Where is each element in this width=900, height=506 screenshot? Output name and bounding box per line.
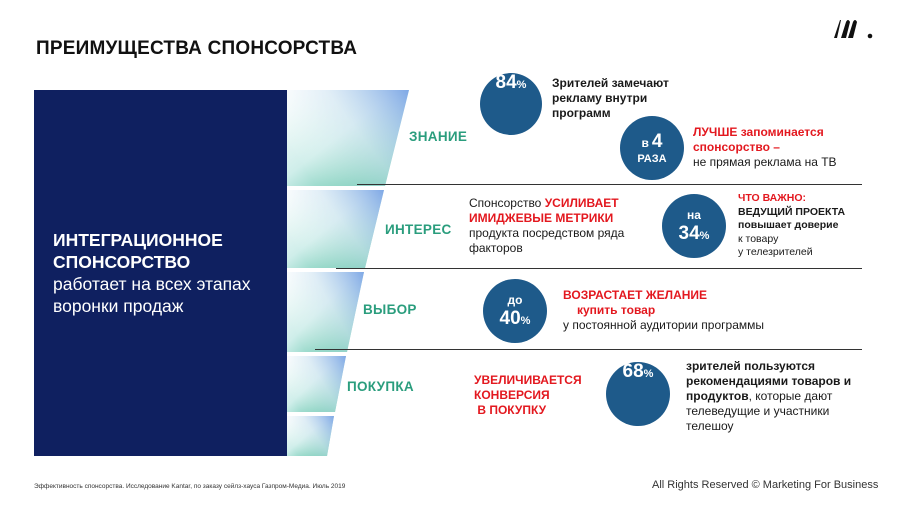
block1-red-line2: спонсорство – [693, 140, 780, 154]
stat-unit: % [516, 79, 527, 91]
footer-source: Эффективность спонсорства. Исследование … [34, 483, 346, 490]
footer-copyright: All Rights Reserved © Marketing For Busi… [652, 479, 879, 491]
block1-text-line2: рекламу внутри [552, 91, 648, 105]
block2-important-line3: к товару [738, 232, 779, 245]
block4-red-text: УВЕЛИЧИВАЕТСЯ КОНВЕРСИЯ В ПОКУПКУ [474, 373, 582, 418]
block1-red-line1: ЛУЧШЕ запоминается [693, 125, 824, 139]
stat-unit: % [699, 230, 710, 242]
block2-important-line1: ВЕДУЩИЙ ПРОЕКТА [738, 205, 846, 218]
stat-value: 34 [678, 223, 700, 244]
block2-important-text: ЧТО ВАЖНО: ВЕДУЩИЙ ПРОЕКТА повышает дове… [738, 192, 845, 260]
block3-red1: ВОЗРАСТАЕТ ЖЕЛАНИЕ [563, 288, 708, 302]
block2-normal2: факторов [469, 241, 523, 255]
block2-red2: ИМИДЖЕВЫЕ МЕТРИКИ [469, 211, 614, 225]
block2-text: Спонсорство УСИЛИВАЕТ ИМИДЖЕВЫЕ МЕТРИКИ … [469, 196, 624, 256]
stage-label-choice: ВЫБОР [363, 302, 417, 317]
block2-normal1: продукта посредством ряда [469, 226, 625, 240]
block1-memory-text: ЛУЧШЕ запоминается спонсорство – не прям… [693, 125, 837, 170]
left-panel [34, 90, 287, 456]
block1-normal-line: не прямая реклама на ТВ [693, 155, 837, 169]
block1-text-line3: программ [552, 106, 611, 120]
divider-1 [357, 184, 862, 185]
stat-circle-40: до 40% [483, 279, 547, 343]
stage-label-interest: ИНТЕРЕС [385, 222, 452, 237]
funnel-graphic [287, 90, 409, 456]
block1-text-line1: Зрителей замечают [552, 76, 669, 90]
page-title: ПРЕИМУЩЕСТВА СПОНСОРСТВА [36, 38, 358, 59]
block2-red1: УСИЛИВАЕТ [544, 196, 619, 210]
stat-prefix: до [507, 293, 523, 307]
stat-suffix: РАЗА [637, 152, 667, 165]
stat-unit: % [520, 315, 531, 327]
stat-circle-4x: в 4 РАЗА [620, 116, 684, 180]
left-panel-line2: СПОНСОРСТВО [53, 252, 191, 272]
block3-text: ВОЗРАСТАЕТ ЖЕЛАНИЕ купить товар у постоя… [563, 288, 764, 333]
stage-label-awareness: ЗНАНИЕ [409, 129, 468, 144]
brand-logo [834, 20, 873, 39]
divider-3 [315, 349, 862, 350]
stat-value: 4 [651, 130, 663, 152]
block2-important-line2: повышает доверие [738, 219, 839, 231]
stat-circle-68: 68% [606, 362, 670, 426]
block4-line3: продуктов [686, 389, 749, 403]
block4-red1: УВЕЛИЧИВАЕТСЯ [474, 373, 582, 387]
stat-prefix: в [641, 135, 649, 150]
stat-circle-34: на 34% [662, 194, 726, 258]
stat-circle-84: 84% [480, 73, 542, 135]
block2-important-line4: у телезрителей [738, 246, 813, 258]
divider-2 [336, 268, 862, 269]
block4-text: зрителей пользуются рекомендациями товар… [686, 359, 851, 434]
stat-prefix: на [687, 208, 701, 222]
block3-normal: у постоянной аудитории программы [563, 318, 764, 332]
stat-value: 40 [499, 308, 521, 329]
block4-line5: телешоу [686, 419, 734, 433]
block4-red2: КОНВЕРСИЯ [474, 388, 550, 402]
left-panel-line3: работает на всех этапах [53, 274, 251, 294]
block4-line3b: , которые дают [748, 389, 833, 403]
left-panel-line1: ИНТЕГРАЦИОННОЕ [53, 230, 223, 250]
block4-red3: В ПОКУПКУ [474, 403, 547, 417]
stat-value: 68 [622, 361, 644, 382]
stage-label-purchase: ПОКУПКА [347, 379, 414, 394]
stat-unit: % [643, 368, 654, 380]
block4-line1: зрителей пользуются [686, 359, 816, 373]
left-panel-text: ИНТЕГРАЦИОННОЕ СПОНСОРСТВО работает на в… [53, 229, 283, 317]
block3-red2: купить товар [577, 303, 656, 317]
block2-prefix: Спонсорство [469, 196, 545, 210]
block4-line4: телеведущие и участники [686, 404, 830, 418]
stat-value: 84 [495, 72, 517, 93]
block2-important-label: ЧТО ВАЖНО: [738, 192, 806, 204]
block4-line2: рекомендациями товаров и [686, 374, 852, 388]
left-panel-line4: воронки продаж [53, 296, 184, 316]
block1-text: Зрителей замечают рекламу внутри програм… [552, 76, 669, 121]
